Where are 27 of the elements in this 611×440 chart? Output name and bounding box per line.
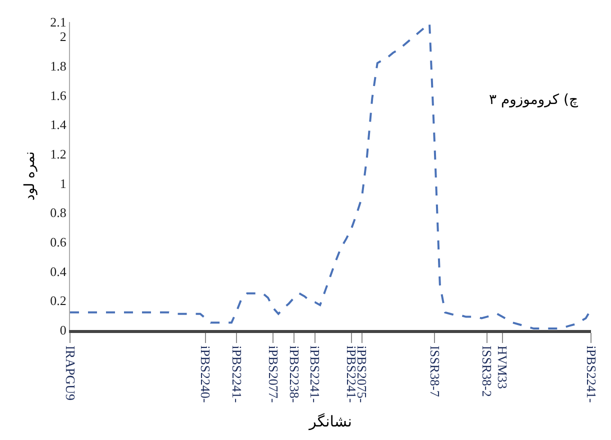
y-tick-label: 0 xyxy=(60,322,66,338)
y-tick-label: 0.2 xyxy=(50,293,66,308)
x-tick-label: iPBS2241- xyxy=(584,346,599,403)
x-tick-label: iPBS2238- xyxy=(286,346,302,403)
y-tick-label: 1 xyxy=(60,176,66,191)
line-series xyxy=(70,22,591,330)
y-tick-label: 0.6 xyxy=(50,234,67,250)
x-tick-label: ISSR38-2 xyxy=(480,346,495,397)
y-tick-label: 1.2 xyxy=(50,146,66,162)
x-tick-label: iPBS2241- xyxy=(308,346,323,403)
y-tick-label: 0.4 xyxy=(50,264,67,279)
y-tick-label: 0.8 xyxy=(50,205,66,220)
x-tick-label: IRAPGU9 xyxy=(62,346,78,401)
y-axis-title: نمره لود xyxy=(22,151,38,201)
x-tick-label: iPBS2077- xyxy=(266,346,281,403)
annotation: چ) کروموزوم ۳ xyxy=(489,92,579,108)
y-tick-label: 1.4 xyxy=(50,117,67,132)
y-tick-label: 1.8 xyxy=(50,58,66,74)
x-axis-title: نشانگر xyxy=(308,412,352,431)
x-tick-label: iPBS2241- xyxy=(229,346,244,403)
x-tick-label: iPBS2240- xyxy=(198,346,214,403)
y-tick-label: 1.6 xyxy=(50,88,67,103)
x-tick-label: HVM33 xyxy=(495,346,510,389)
y-tick-label: 2.1 xyxy=(50,14,66,30)
x-tick-label: ISSR38-7 xyxy=(427,346,442,398)
x-tick-label: iPBS2075- xyxy=(354,346,370,403)
y-tick-label: 2 xyxy=(60,29,66,44)
